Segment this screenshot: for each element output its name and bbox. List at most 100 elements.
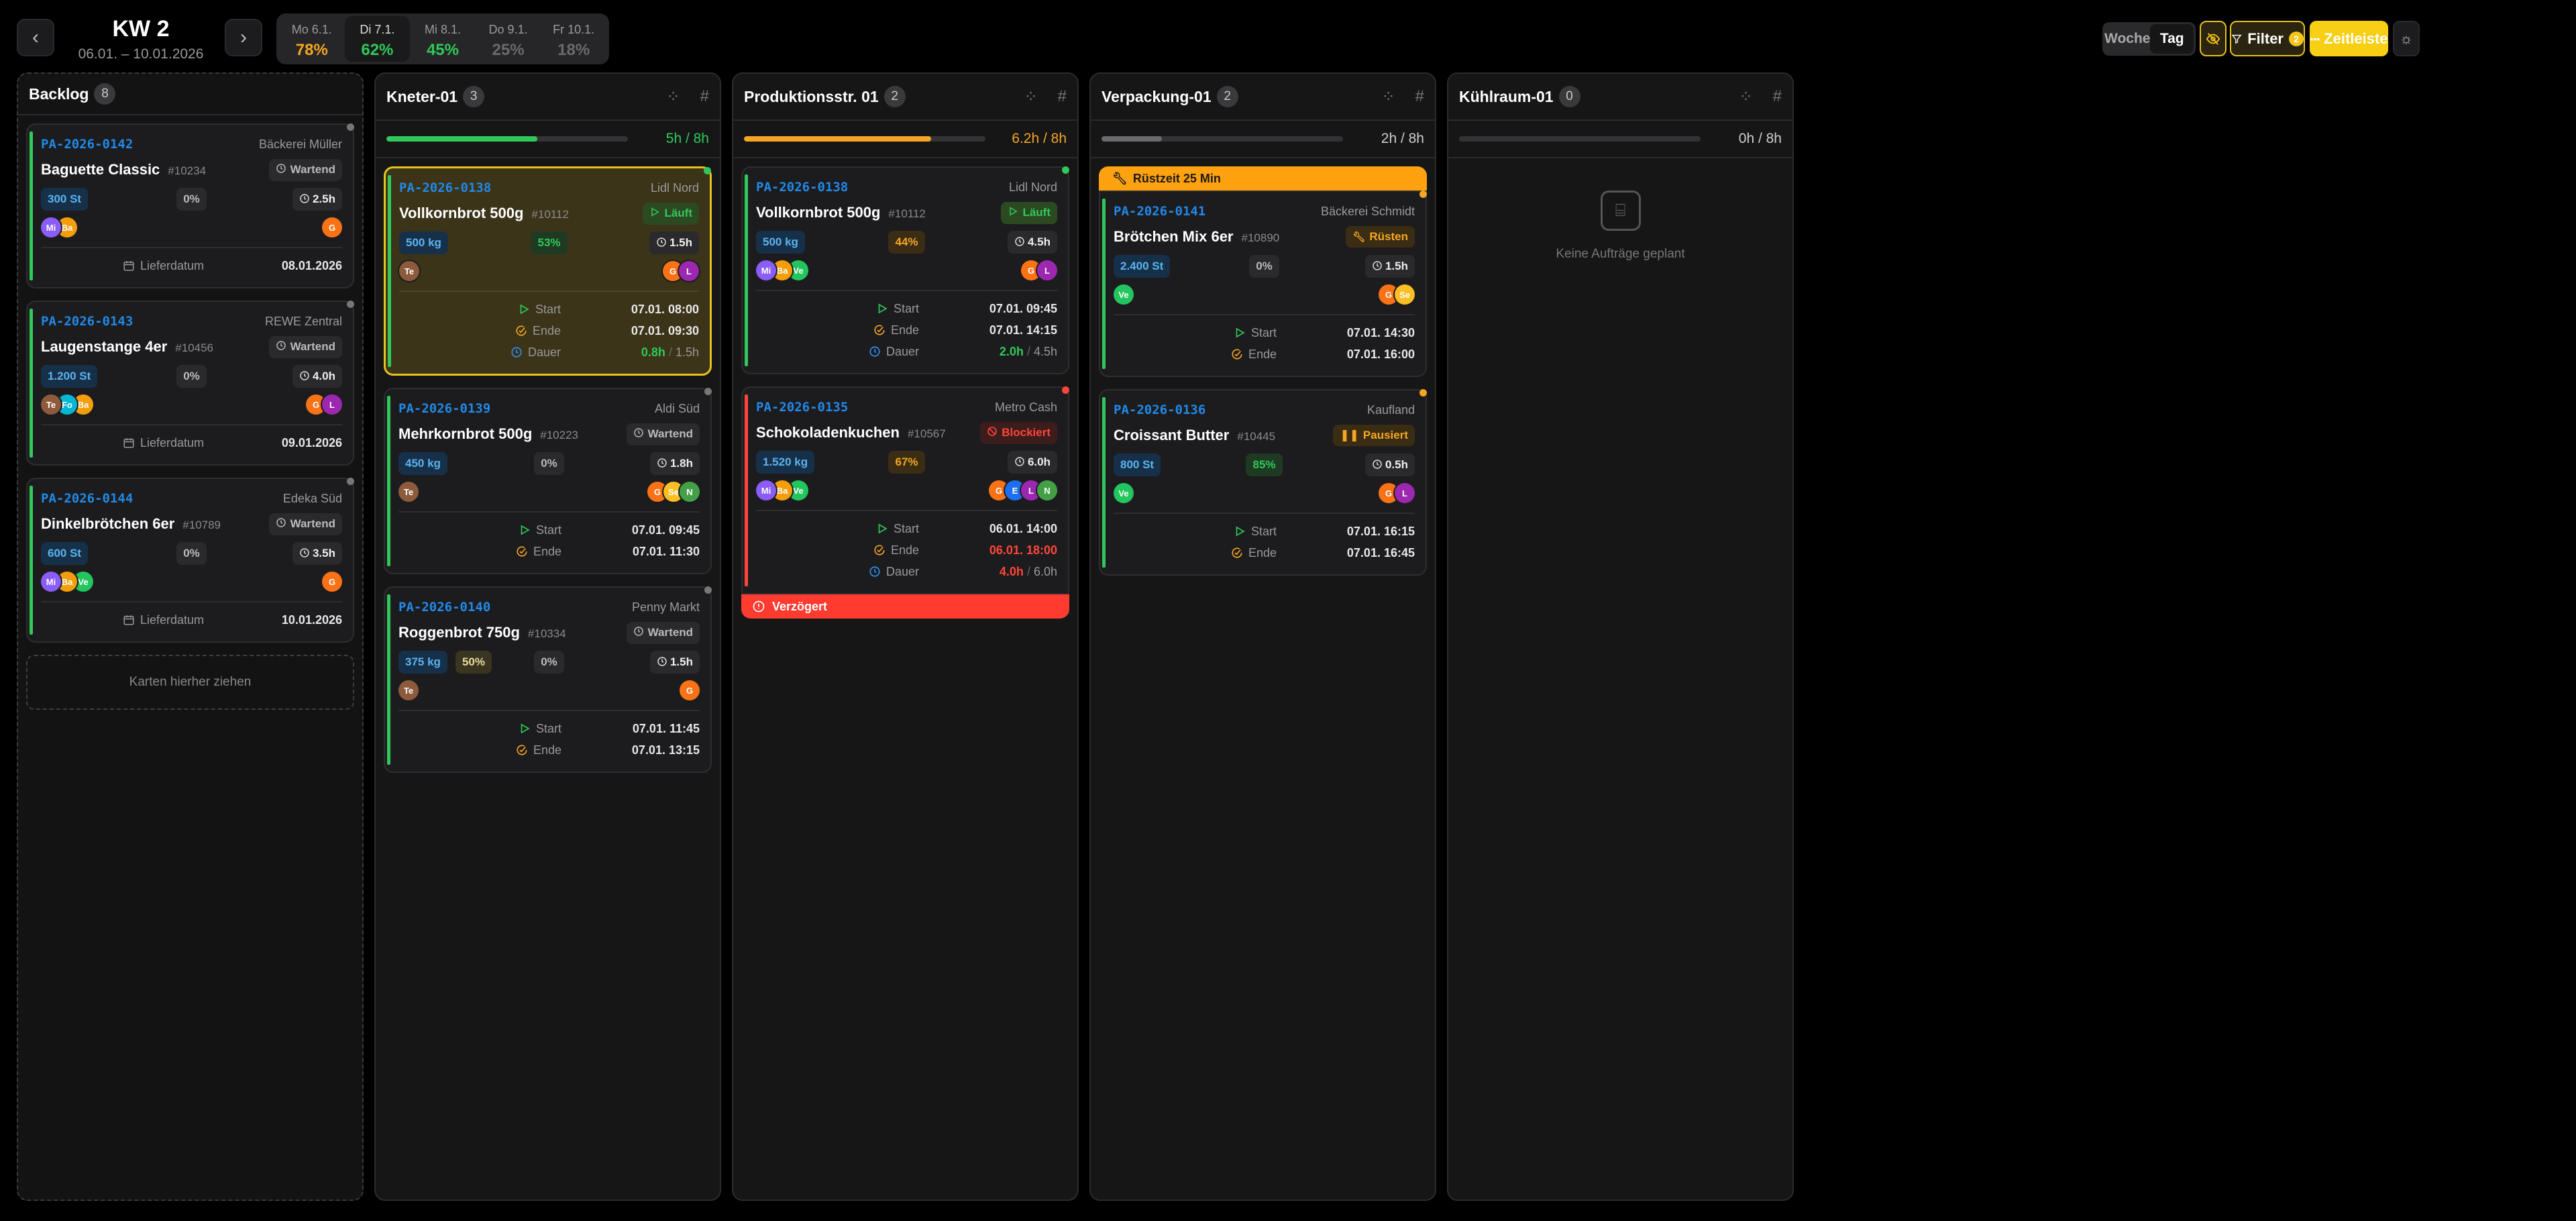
order-id[interactable]: PA-2026-0140 — [398, 600, 491, 615]
schedule-value: 08.01.2026 — [282, 259, 342, 273]
clock-icon — [657, 655, 670, 668]
card-body: PA-2026-0135 Metro Cash Schokoladenkuchen #… — [741, 386, 1069, 594]
order-id[interactable]: PA-2026-0139 — [398, 401, 491, 416]
order-id[interactable]: PA-2026-0136 — [1114, 403, 1206, 417]
next-week-button[interactable]: › — [225, 19, 262, 56]
order-id[interactable]: PA-2026-0138 — [399, 180, 492, 195]
schedule-label: Lieferdatum — [123, 436, 228, 450]
column-title: Kneter-01 — [386, 87, 458, 105]
wrench-icon: 🔧︎ — [1352, 231, 1366, 243]
schedule-value-text: 07.01. 14:15 — [989, 323, 1057, 337]
shift-avatar[interactable]: L — [1037, 260, 1057, 280]
capacity-bar — [386, 136, 628, 142]
day-tab[interactable]: Mi 8.1. 45% — [410, 16, 476, 62]
day-tab[interactable]: Mo 6.1. 78% — [279, 16, 345, 62]
customer-name: Metro Cash — [994, 400, 1057, 414]
shift-avatar[interactable]: L — [322, 394, 342, 415]
day-tab-load: 62% — [361, 41, 394, 59]
clock-icon — [1372, 458, 1385, 471]
card-title-row: Croissant Butter #10445 ❚❚ Pausiert — [1114, 423, 1415, 448]
day-tab[interactable]: Di 7.1. 62% — [344, 16, 411, 62]
schedule-row: Start 07.01. 08:00 — [399, 299, 699, 320]
shift-avatar[interactable]: E — [1005, 480, 1025, 500]
order-card[interactable]: PA-2026-0144 Edeka Süd Dinkelbrötchen 6er #… — [26, 478, 354, 643]
shift-avatar[interactable]: L — [1395, 483, 1415, 503]
avatar[interactable]: Ba — [772, 260, 792, 280]
loader-icon[interactable]: ⁘ — [1381, 87, 1395, 106]
day-tab[interactable]: Do 9.1. 25% — [476, 16, 541, 62]
order-card[interactable]: PA-2026-0140 Penny Markt Roggenbrot 750g #1… — [384, 586, 712, 773]
day-tab[interactable]: Fr 10.1. 18% — [541, 16, 606, 62]
column-header: Kneter-01 3 ⁘ # — [376, 74, 720, 121]
shift-avatar[interactable]: L — [1021, 480, 1041, 500]
order-card[interactable]: PA-2026-0139 Aldi Süd Mehrkornbrot 500g #10… — [384, 388, 712, 574]
order-id[interactable]: PA-2026-0135 — [756, 400, 849, 415]
hash-icon[interactable]: # — [1772, 87, 1782, 105]
filter-button[interactable]: Filter 2 — [2230, 21, 2305, 56]
view-day-button[interactable]: Tag — [2150, 24, 2194, 54]
schedule-label-text: Ende — [890, 543, 919, 557]
divider — [1114, 314, 1415, 315]
hide-toggle-button[interactable] — [2200, 21, 2226, 56]
avatar[interactable]: Te — [41, 394, 61, 415]
product-title: Dinkelbrötchen 6er — [41, 515, 175, 532]
avatar[interactable]: Ve — [73, 572, 93, 592]
schedule-row: Ende 06.01. 18:00 — [756, 539, 1057, 561]
order-card[interactable]: PA-2026-0142 Bäckerei Müller Baguette Clas… — [26, 123, 354, 288]
loader-icon[interactable]: ⁘ — [1024, 87, 1038, 106]
schedule-value: 07.01. 16:15 — [1347, 525, 1415, 539]
status-badge: ❚❚ Pausiert — [1333, 425, 1415, 446]
loader-icon[interactable]: ⁘ — [666, 87, 680, 106]
schedule-row: Lieferdatum 08.01.2026 — [41, 255, 342, 276]
shift-avatar[interactable]: Se — [1395, 284, 1415, 305]
avatar[interactable]: Mi — [41, 217, 61, 237]
column-title: Backlog — [29, 85, 89, 103]
shift-avatar[interactable]: L — [679, 261, 699, 281]
timeline-label: Zeitleiste — [2324, 30, 2388, 47]
order-card[interactable]: PA-2026-0143 REWE Zentral Laugenstange 4er… — [26, 301, 354, 466]
avatar[interactable]: Te — [398, 680, 419, 700]
avatar[interactable]: Mi — [41, 572, 61, 592]
capacity-text: 5h / 8h — [665, 131, 709, 146]
title-group: Baguette Classic #10234 — [41, 161, 206, 178]
avatar[interactable]: Ve — [1114, 483, 1134, 503]
shift-avatar[interactable]: G — [680, 680, 700, 700]
order-id[interactable]: PA-2026-0142 — [41, 137, 133, 152]
avatar[interactable]: Mi — [756, 480, 776, 500]
hash-icon[interactable]: # — [1415, 87, 1424, 105]
avatar[interactable]: Ve — [1114, 284, 1134, 305]
timeline-button[interactable]: ••• Zeitleiste — [2310, 21, 2388, 56]
progress-chip: 0% — [176, 188, 207, 211]
order-card[interactable]: PA-2026-0136 Kaufland Croissant Butter #104… — [1099, 389, 1427, 576]
order-card[interactable]: PA-2026-0138 Lidl Nord Vollkornbrot 500g #1… — [741, 166, 1069, 374]
title-group: Laugenstange 4er #10456 — [41, 338, 213, 356]
hash-icon[interactable]: # — [1057, 87, 1067, 105]
order-id[interactable]: PA-2026-0141 — [1114, 204, 1206, 219]
shift-avatar[interactable]: G — [322, 572, 342, 592]
order-id[interactable]: PA-2026-0144 — [41, 491, 133, 506]
theme-toggle-button[interactable]: ☼ — [2393, 21, 2420, 56]
order-card[interactable]: PA-2026-0138 Lidl Nord Vollkornbrot 500g #1… — [384, 166, 712, 376]
view-week-button[interactable]: Woche — [2104, 31, 2151, 46]
drop-zone[interactable]: Karten hierher ziehen — [26, 655, 354, 710]
order-id[interactable]: PA-2026-0138 — [756, 180, 849, 195]
loader-icon[interactable]: ⁘ — [1739, 87, 1753, 106]
avatar[interactable]: Ba — [73, 394, 93, 415]
avatar[interactable]: Ba — [57, 572, 77, 592]
quantity-group: 500 kg — [399, 231, 531, 254]
shift-avatar[interactable]: N — [680, 482, 700, 502]
capacity-bar — [744, 136, 985, 142]
schedule-row: Ende 07.01. 16:00 — [1114, 343, 1415, 365]
prev-week-button[interactable]: ‹ — [17, 19, 54, 56]
avatar[interactable]: Te — [399, 261, 419, 281]
avatar[interactable]: Ve — [788, 480, 808, 500]
hash-icon[interactable]: # — [700, 87, 709, 105]
order-card[interactable]: 🔧︎ Rüstzeit 25 Min PA-2026-0141 Bäckerei Sc… — [1099, 166, 1427, 377]
shift-avatar[interactable]: N — [1037, 480, 1057, 500]
shift-avatar[interactable]: G — [322, 217, 342, 237]
avatar[interactable]: Mi — [756, 260, 776, 280]
avatar[interactable]: Te — [398, 482, 419, 502]
order-card[interactable]: PA-2026-0135 Metro Cash Schokoladenkuchen #… — [741, 386, 1069, 619]
order-id[interactable]: PA-2026-0143 — [41, 314, 133, 329]
quantity-group: 1.200 St — [41, 365, 176, 388]
